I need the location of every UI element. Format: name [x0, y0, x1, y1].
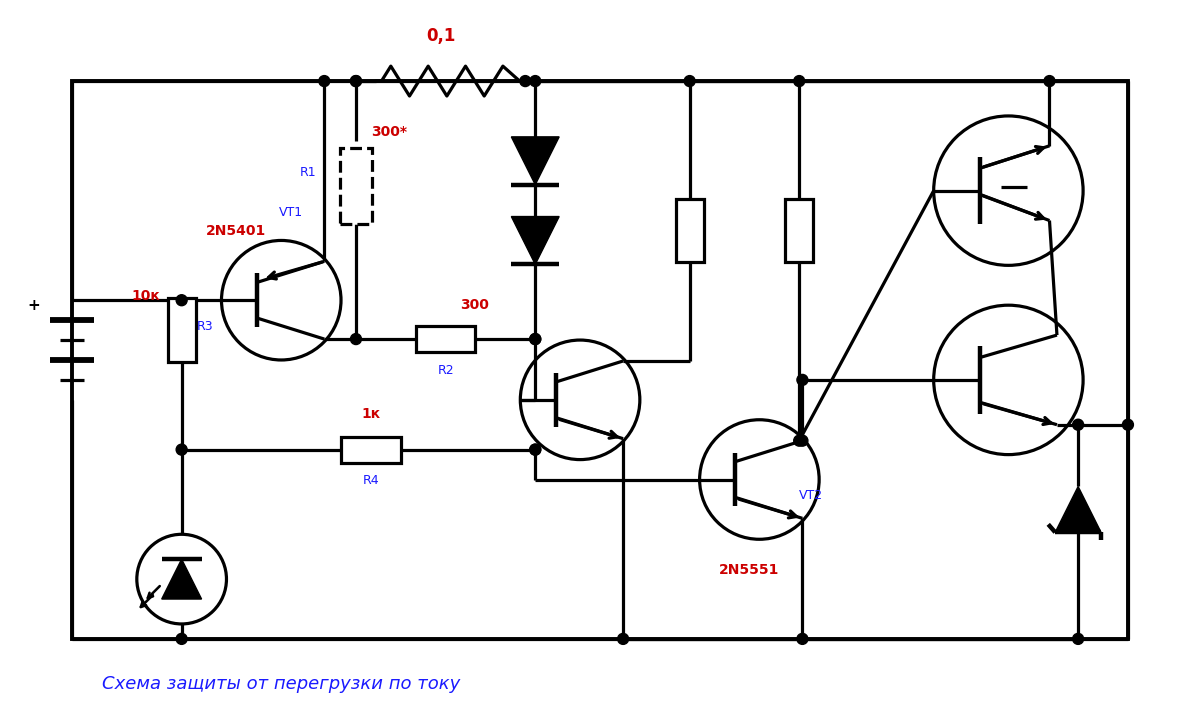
Circle shape [797, 374, 808, 386]
Text: 300: 300 [461, 298, 490, 312]
Circle shape [618, 633, 629, 645]
Text: R1: R1 [300, 165, 316, 179]
Circle shape [350, 75, 361, 87]
Text: 300*: 300* [371, 125, 407, 139]
Circle shape [684, 75, 695, 87]
Circle shape [529, 334, 541, 344]
Text: VT2: VT2 [799, 489, 823, 503]
Text: 10к: 10к [132, 289, 161, 303]
Bar [168, 298, 196, 362]
Circle shape [1044, 75, 1055, 87]
Circle shape [176, 295, 187, 306]
Circle shape [1073, 633, 1084, 645]
Bar [340, 148, 372, 224]
Circle shape [1073, 419, 1084, 430]
Circle shape [529, 75, 541, 87]
Bar [72, 81, 1128, 639]
Circle shape [529, 334, 541, 344]
Circle shape [797, 435, 808, 446]
Polygon shape [1055, 486, 1102, 532]
Circle shape [797, 633, 808, 645]
Polygon shape [511, 137, 559, 185]
Circle shape [793, 435, 805, 446]
Circle shape [529, 444, 541, 455]
Bar [785, 199, 814, 263]
Circle shape [176, 444, 187, 455]
Bar [415, 326, 475, 352]
Bar [341, 437, 401, 463]
Text: R4: R4 [362, 474, 379, 488]
Text: Схема защиты от перегрузки по току: Схема защиты от перегрузки по току [102, 674, 461, 693]
Circle shape [319, 75, 330, 87]
Text: 2N5551: 2N5551 [719, 563, 780, 577]
Polygon shape [162, 559, 202, 599]
Circle shape [350, 334, 361, 344]
Circle shape [793, 75, 805, 87]
Circle shape [520, 75, 530, 87]
Circle shape [529, 444, 541, 455]
Text: 0,1: 0,1 [426, 27, 455, 45]
Polygon shape [511, 217, 559, 264]
Text: 2N5401: 2N5401 [206, 224, 266, 239]
Text: R2: R2 [437, 364, 454, 377]
Text: +: + [28, 297, 41, 312]
Circle shape [350, 75, 361, 87]
Bar [676, 199, 703, 263]
Circle shape [1122, 419, 1134, 430]
Circle shape [176, 633, 187, 645]
Text: 1к: 1к [361, 407, 380, 421]
Text: VT1: VT1 [280, 206, 304, 219]
Text: R3: R3 [197, 320, 214, 333]
